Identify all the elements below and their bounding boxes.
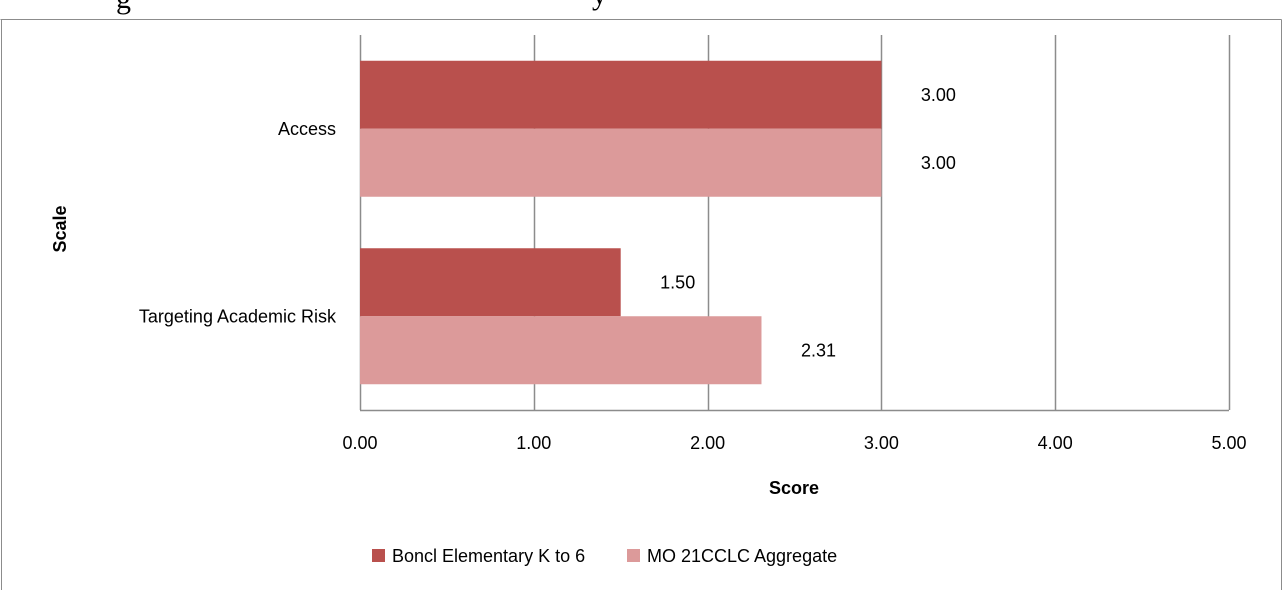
legend-label: MO 21CCLC Aggregate	[647, 546, 837, 566]
svg-text:g: g	[116, 0, 131, 15]
bar-series1	[360, 60, 882, 129]
data-labels: 3.00 3.00 1.50 2.31	[660, 85, 956, 361]
x-tick-label: 4.00	[1038, 433, 1073, 453]
bar-series1	[360, 248, 621, 317]
data-label: 3.00	[921, 153, 956, 173]
legend: Boncl Elementary K to 6 MO 21CCLC Aggrega…	[372, 546, 837, 566]
x-tick-label: 3.00	[864, 433, 899, 453]
x-tick-label: 5.00	[1211, 433, 1246, 453]
legend-swatch	[372, 549, 385, 562]
category-label: Access	[278, 119, 336, 139]
x-axis-title: Score	[769, 478, 819, 498]
bars	[360, 60, 882, 385]
x-tick-label: 1.00	[516, 433, 551, 453]
cut-off-heading: g y	[116, 0, 607, 15]
legend-swatch	[627, 549, 640, 562]
category-label: Targeting Academic Risk	[139, 306, 337, 326]
data-label: 1.50	[660, 272, 695, 292]
bar-series2	[360, 128, 882, 197]
svg-text:y: y	[592, 0, 607, 11]
data-label: 2.31	[801, 340, 836, 360]
legend-label: Boncl Elementary K to 6	[392, 546, 585, 566]
x-tick-labels: 0.00 1.00 2.00 3.00 4.00 5.00	[342, 433, 1246, 453]
x-tick-label: 2.00	[690, 433, 725, 453]
category-labels: Access Targeting Academic Risk	[139, 119, 337, 327]
bar-series2	[360, 316, 762, 385]
x-tick-label: 0.00	[342, 433, 377, 453]
data-label: 3.00	[921, 85, 956, 105]
y-axis-title: Scale	[50, 205, 70, 252]
